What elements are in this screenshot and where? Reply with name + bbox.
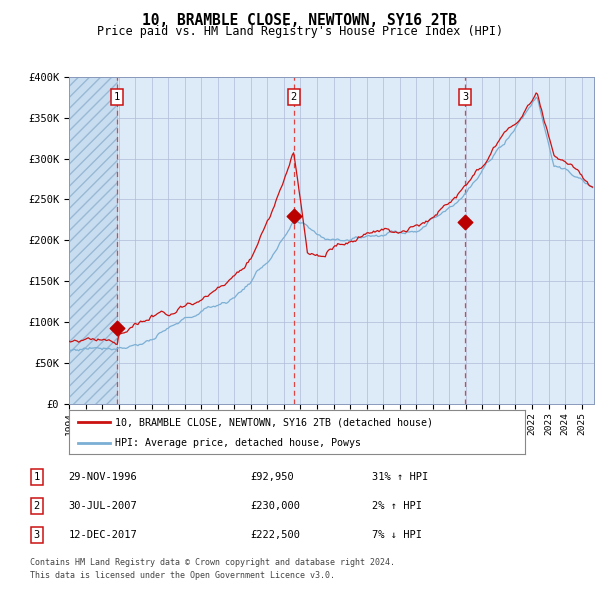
Text: 12-DEC-2017: 12-DEC-2017 [68, 530, 137, 540]
Point [460, 217, 470, 227]
Text: 1: 1 [34, 471, 40, 481]
Text: 10, BRAMBLE CLOSE, NEWTOWN, SY16 2TB (detached house): 10, BRAMBLE CLOSE, NEWTOWN, SY16 2TB (de… [115, 418, 433, 427]
Text: This data is licensed under the Open Government Licence v3.0.: This data is licensed under the Open Gov… [30, 571, 335, 579]
Text: 29-NOV-1996: 29-NOV-1996 [68, 471, 137, 481]
Text: 2: 2 [34, 501, 40, 511]
Text: 2% ↑ HPI: 2% ↑ HPI [372, 501, 422, 511]
Text: 1: 1 [114, 92, 120, 102]
Text: 10, BRAMBLE CLOSE, NEWTOWN, SY16 2TB: 10, BRAMBLE CLOSE, NEWTOWN, SY16 2TB [143, 13, 458, 28]
Text: 31% ↑ HPI: 31% ↑ HPI [372, 471, 428, 481]
Text: 2: 2 [290, 92, 296, 102]
Text: 30-JUL-2007: 30-JUL-2007 [68, 501, 137, 511]
Point [289, 211, 298, 221]
Text: £230,000: £230,000 [251, 501, 301, 511]
Point [112, 323, 122, 333]
Text: £92,950: £92,950 [251, 471, 295, 481]
Text: £222,500: £222,500 [251, 530, 301, 540]
Text: Price paid vs. HM Land Registry's House Price Index (HPI): Price paid vs. HM Land Registry's House … [97, 25, 503, 38]
Text: 7% ↓ HPI: 7% ↓ HPI [372, 530, 422, 540]
Bar [69, 77, 117, 404]
Text: 3: 3 [462, 92, 468, 102]
Text: 3: 3 [34, 530, 40, 540]
Text: HPI: Average price, detached house, Powys: HPI: Average price, detached house, Powy… [115, 438, 361, 448]
Text: Contains HM Land Registry data © Crown copyright and database right 2024.: Contains HM Land Registry data © Crown c… [30, 558, 395, 566]
